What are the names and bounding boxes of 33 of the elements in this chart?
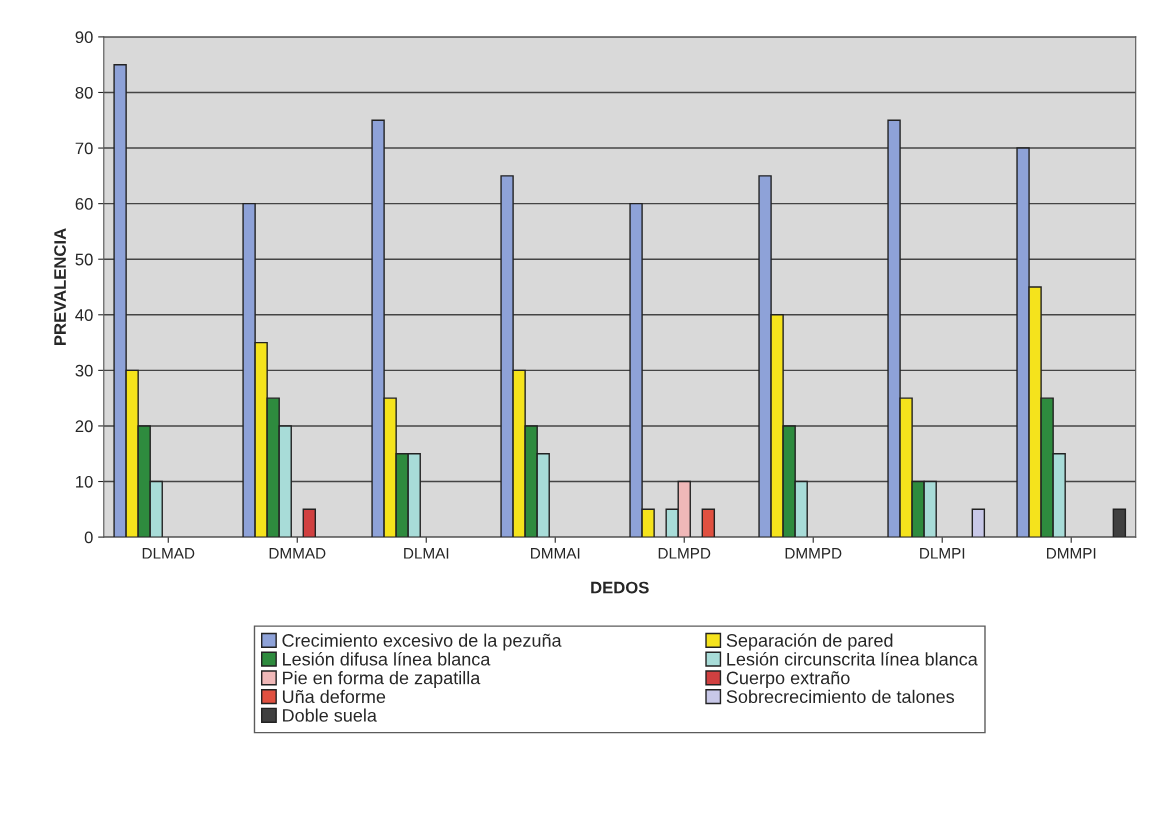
legend-label: Uña deforme bbox=[282, 689, 386, 704]
legend-label: Cuerpo extraño bbox=[726, 671, 850, 688]
x-tick-label: DMMAI bbox=[531, 548, 580, 559]
y-tick-label: 90 bbox=[75, 31, 93, 44]
bar bbox=[971, 508, 986, 538]
y-tick-label: 50 bbox=[75, 253, 93, 266]
x-tick-label: DMMAD bbox=[269, 548, 326, 559]
y-tick-label: 20 bbox=[75, 420, 93, 433]
legend-label: Lesión circunscrita línea blanca bbox=[727, 652, 978, 666]
y-tick-label: 80 bbox=[75, 86, 93, 99]
y-tick-label: 60 bbox=[75, 198, 93, 210]
bar bbox=[1112, 508, 1127, 538]
legend-label: Lesión difusa línea blanca bbox=[283, 652, 491, 666]
y-tick-label: 0 bbox=[84, 531, 93, 544]
x-tick-label: DLMPD bbox=[658, 548, 711, 559]
x-axis-title: DEDOS bbox=[591, 581, 649, 594]
legend-label: Crecimiento excesivo de la pezuña bbox=[282, 633, 562, 651]
x-tick-label: DMMPD bbox=[785, 548, 842, 559]
y-axis-title: PREVALENCIA bbox=[54, 228, 66, 345]
x-tick-label: DMMPI bbox=[1047, 548, 1096, 559]
bar bbox=[701, 508, 716, 538]
x-tick-label: DLMPI bbox=[920, 548, 965, 559]
legend-label: Sobrecrecimiento de talones bbox=[726, 689, 955, 704]
y-tick-label: 30 bbox=[75, 364, 93, 377]
y-tick-label: 70 bbox=[75, 142, 93, 155]
legend-label: Pie en forma de zapatilla bbox=[283, 671, 481, 688]
legend-label: Doble suela bbox=[283, 708, 377, 722]
y-tick-label: 10 bbox=[76, 475, 93, 488]
legend-label: Separación de pared bbox=[726, 633, 893, 651]
x-tick-label: DLMAI bbox=[404, 548, 449, 559]
x-tick-label: DLMAD bbox=[142, 548, 195, 559]
y-tick-label: 40 bbox=[75, 309, 93, 321]
bar bbox=[302, 508, 317, 538]
